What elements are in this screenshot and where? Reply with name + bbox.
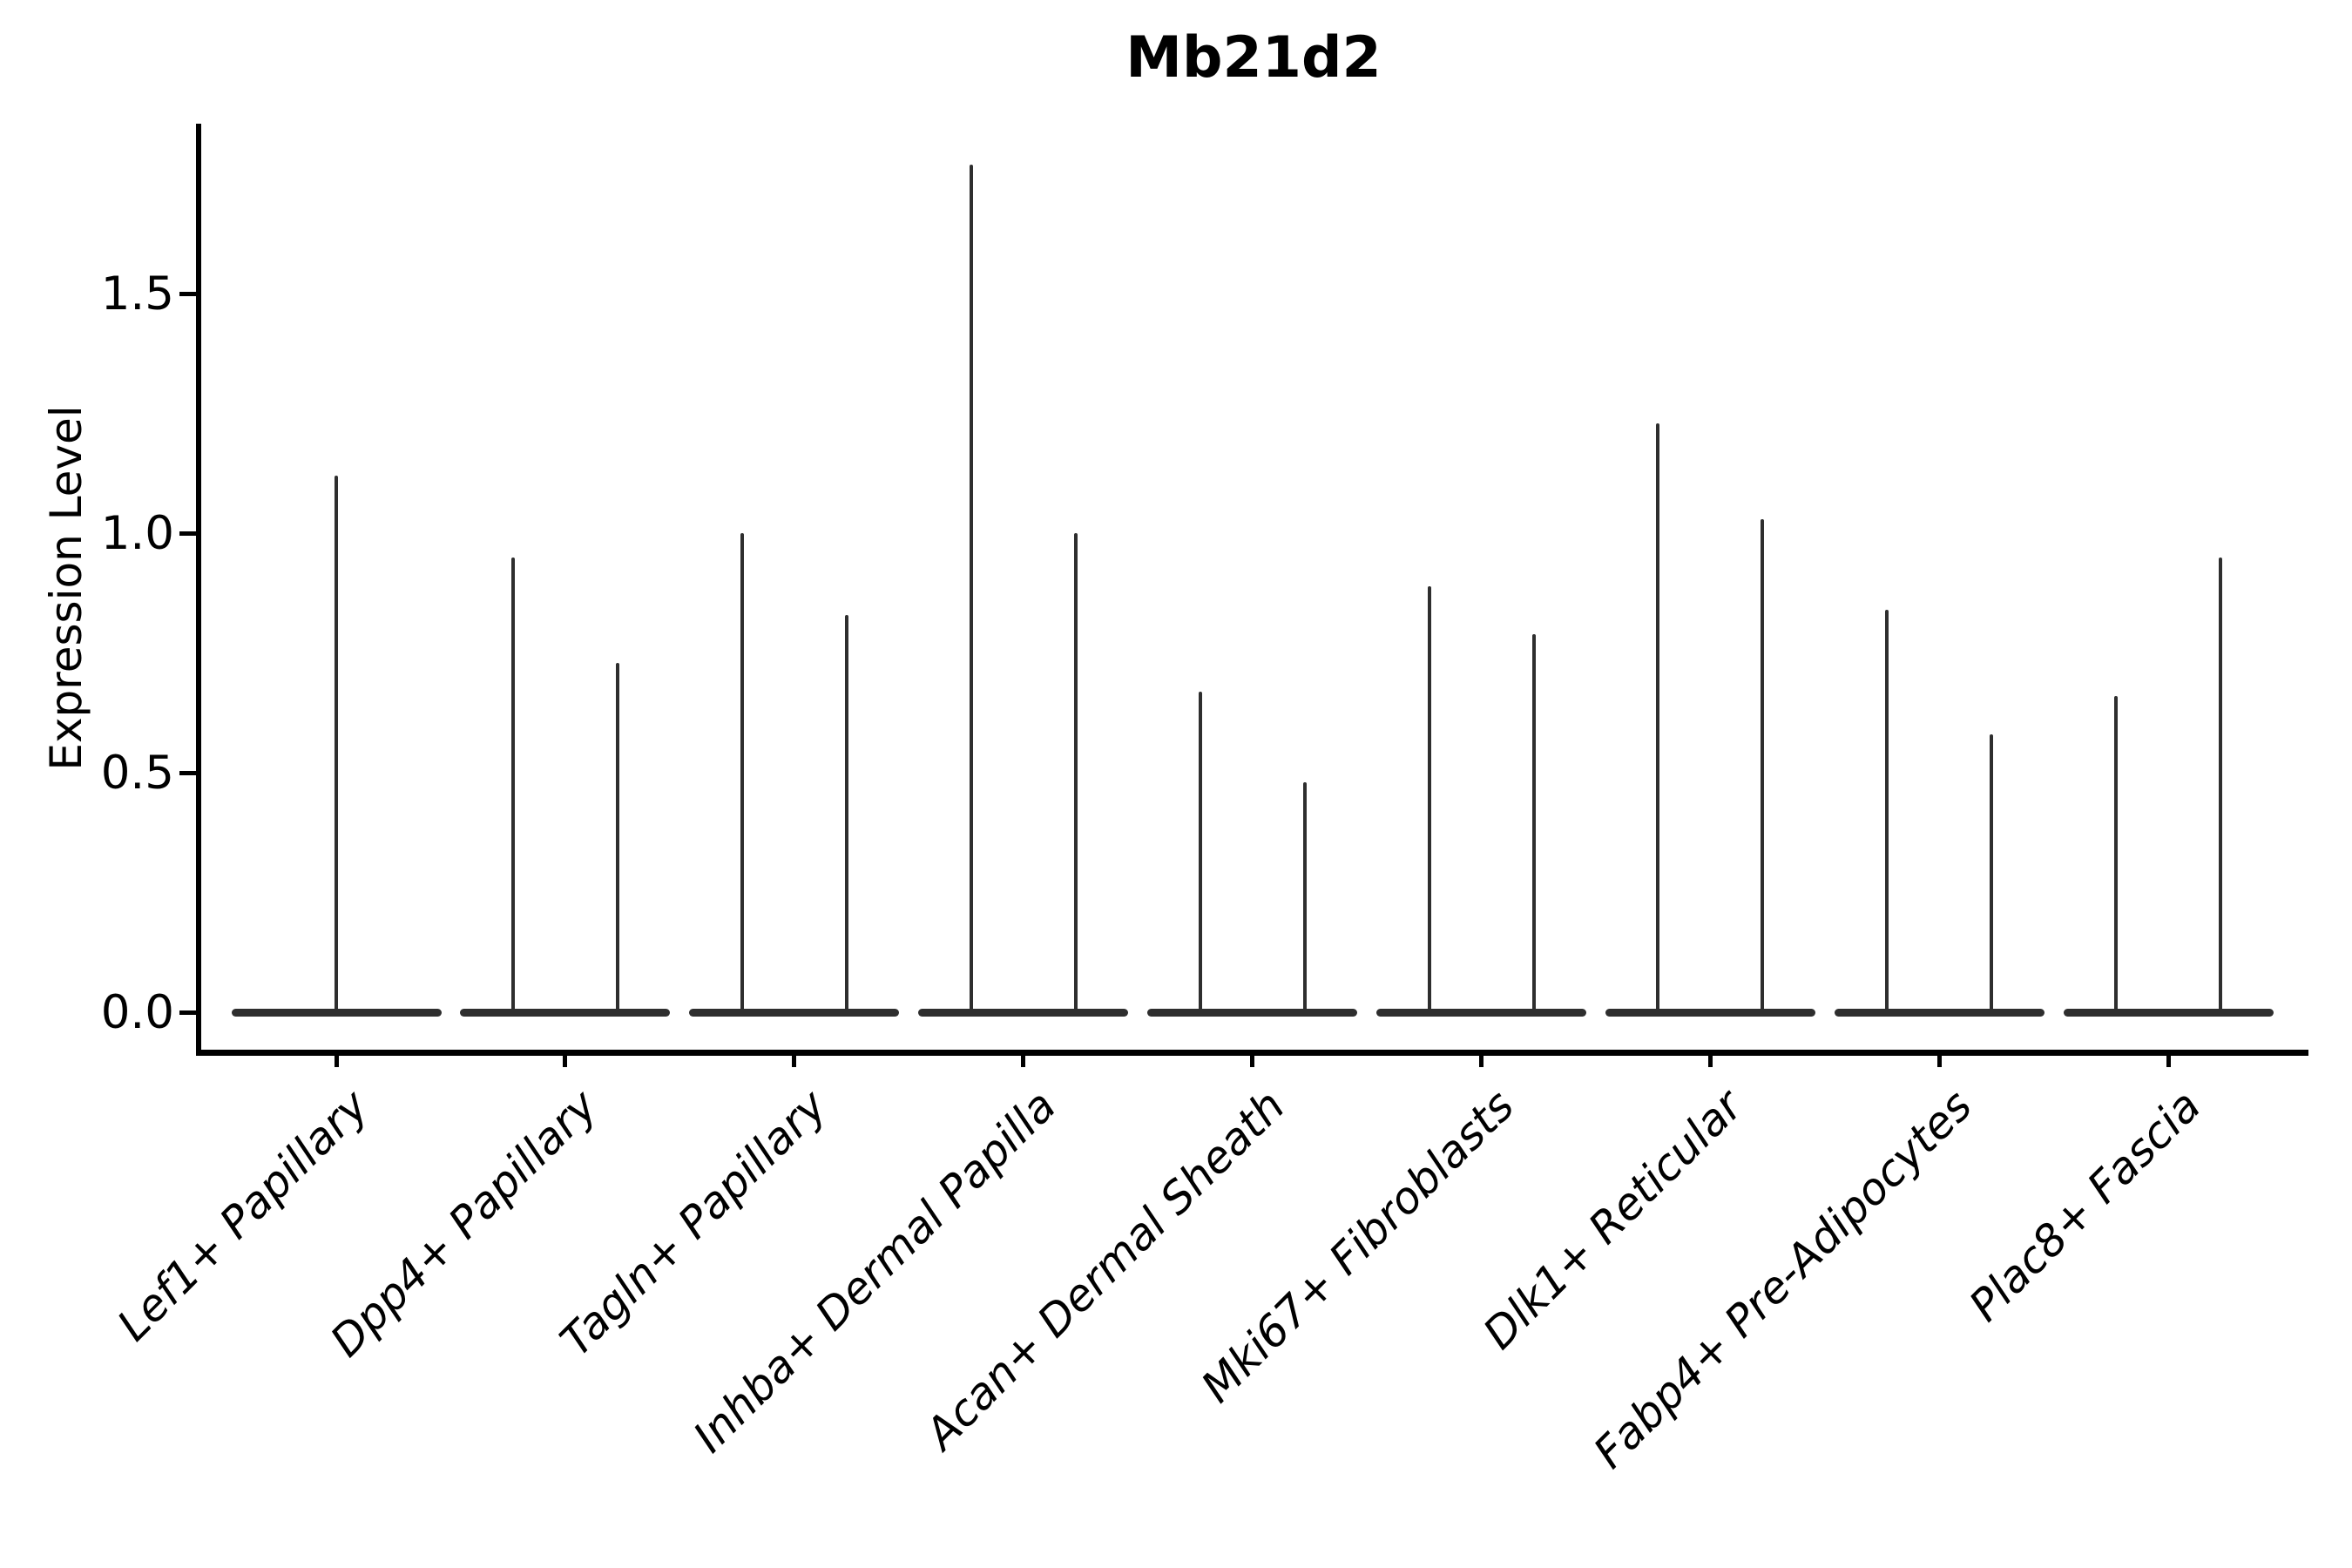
y-axis-spine bbox=[196, 124, 201, 1056]
x-tick-mark bbox=[1936, 1056, 1942, 1067]
violin-spike bbox=[615, 662, 619, 1012]
violin-spike bbox=[335, 476, 338, 1012]
y-axis-label: Expression Level bbox=[41, 405, 91, 771]
violin-spike bbox=[1073, 533, 1078, 1012]
x-tick-mark bbox=[334, 1056, 339, 1067]
violin-spike bbox=[1198, 691, 1202, 1012]
y-tick-label: 1.0 bbox=[100, 507, 174, 560]
violin-spike bbox=[1761, 518, 1765, 1012]
x-tick-label-text: Fabp4+ Pre-Adipocytes bbox=[1583, 1080, 1982, 1478]
x-tick-label-text: Lef1+ Papillary bbox=[107, 1080, 379, 1351]
x-tick-mark bbox=[1250, 1056, 1255, 1067]
violin-spike bbox=[1656, 422, 1660, 1012]
y-tick-mark bbox=[179, 770, 196, 775]
violin-spike bbox=[1990, 734, 1994, 1012]
violin-base bbox=[1147, 1008, 1358, 1017]
violin-base bbox=[2063, 1008, 2274, 1017]
violin-spike bbox=[1885, 610, 1889, 1012]
violin-spike bbox=[2219, 557, 2223, 1012]
y-tick-mark bbox=[179, 1010, 196, 1015]
x-tick-mark bbox=[792, 1056, 797, 1067]
y-tick-label: 1.5 bbox=[100, 267, 174, 321]
chart-title: Mb21d2 bbox=[1125, 25, 1382, 91]
y-tick-label: 0.0 bbox=[100, 986, 174, 1039]
x-tick-label-text: Plac8+ Fascia bbox=[1959, 1080, 2211, 1332]
x-axis-spine bbox=[196, 1050, 2308, 1056]
violin-spike bbox=[740, 533, 744, 1012]
x-tick-mark bbox=[1707, 1056, 1713, 1067]
violin-spike bbox=[969, 164, 973, 1012]
violin-spike bbox=[2114, 696, 2119, 1012]
x-tick-mark bbox=[563, 1056, 568, 1067]
violin-base bbox=[689, 1008, 900, 1017]
violin-spike bbox=[1427, 585, 1431, 1012]
violin-base bbox=[918, 1008, 1129, 1017]
violin-base bbox=[1605, 1008, 1815, 1017]
violin-base bbox=[460, 1008, 671, 1017]
y-tick-label: 0.5 bbox=[100, 747, 174, 800]
violin-base bbox=[1376, 1008, 1586, 1017]
violin-spike bbox=[1302, 782, 1307, 1012]
y-tick-mark bbox=[179, 291, 196, 296]
y-tick-mark bbox=[179, 531, 196, 536]
x-tick-label-text: Dlk1+ Reticular bbox=[1473, 1080, 1753, 1359]
x-tick-mark bbox=[2166, 1056, 2171, 1067]
violin-spike bbox=[510, 557, 515, 1012]
violin-spike bbox=[1531, 633, 1536, 1012]
violin-spike bbox=[844, 614, 848, 1012]
x-tick-mark bbox=[1021, 1056, 1026, 1067]
x-tick-mark bbox=[1479, 1056, 1484, 1067]
violin-base bbox=[1834, 1008, 2044, 1017]
violin-base bbox=[231, 1008, 442, 1017]
